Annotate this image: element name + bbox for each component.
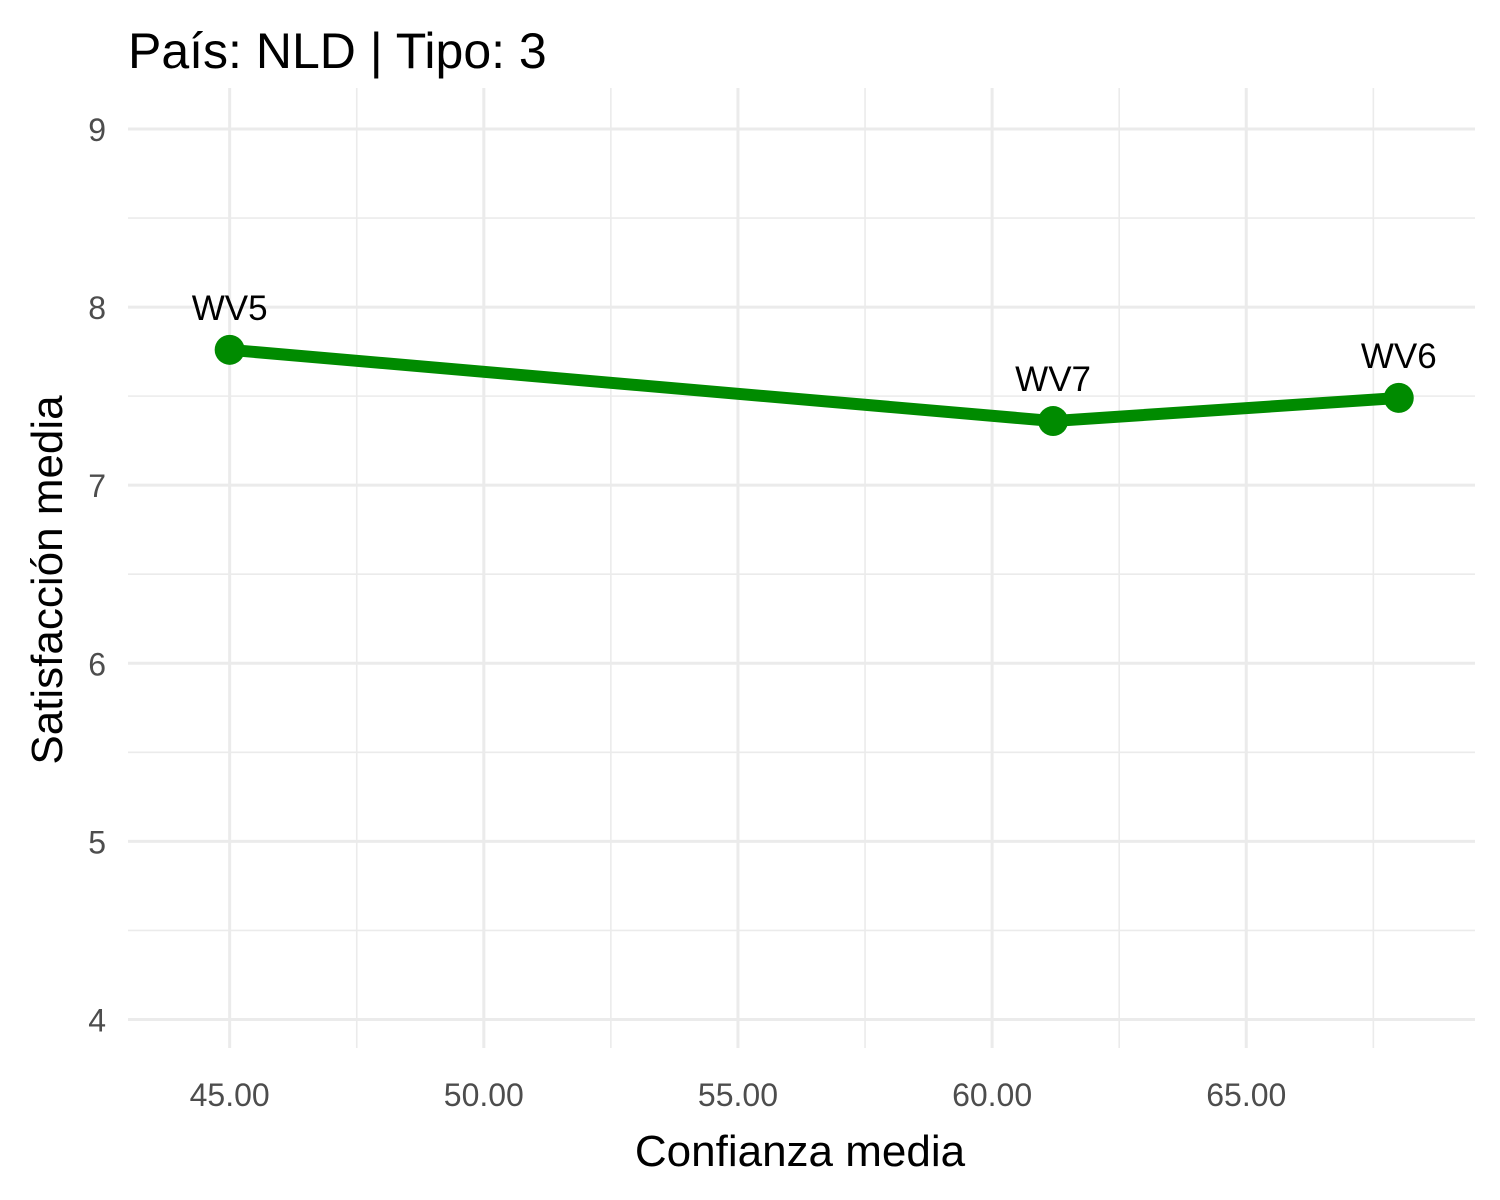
point-label: WV7 — [1015, 360, 1091, 399]
x-tick-label: 45.00 — [190, 1077, 270, 1113]
data-point — [1383, 382, 1414, 413]
grid — [128, 88, 1475, 1048]
y-tick-label: 9 — [88, 112, 106, 148]
point-label: WV6 — [1361, 337, 1437, 376]
y-axis-title: Satisfacción media — [23, 395, 72, 765]
x-tick-labels: 45.00 50.00 55.00 60.00 65.00 — [190, 1077, 1287, 1113]
x-tick-label: 65.00 — [1206, 1077, 1286, 1113]
x-tick-label: 50.00 — [444, 1077, 524, 1113]
data-point — [1038, 406, 1069, 437]
y-tick-label: 5 — [88, 824, 106, 860]
chart-title: País: NLD | Tipo: 3 — [128, 23, 547, 79]
x-tick-label: 60.00 — [952, 1077, 1032, 1113]
point-label: WV5 — [192, 289, 268, 328]
y-tick-label: 8 — [88, 290, 106, 326]
y-tick-labels: 4 5 6 7 8 9 — [88, 112, 106, 1039]
y-tick-label: 7 — [88, 468, 106, 504]
x-tick-label: 55.00 — [698, 1077, 778, 1113]
series-layer: WV5 WV7 WV6 — [192, 289, 1437, 437]
series-line — [229, 343, 1400, 428]
y-tick-label: 6 — [88, 646, 106, 682]
x-axis-title: Confianza media — [635, 1127, 966, 1176]
data-point — [214, 334, 245, 365]
y-tick-label: 4 — [88, 1003, 106, 1039]
